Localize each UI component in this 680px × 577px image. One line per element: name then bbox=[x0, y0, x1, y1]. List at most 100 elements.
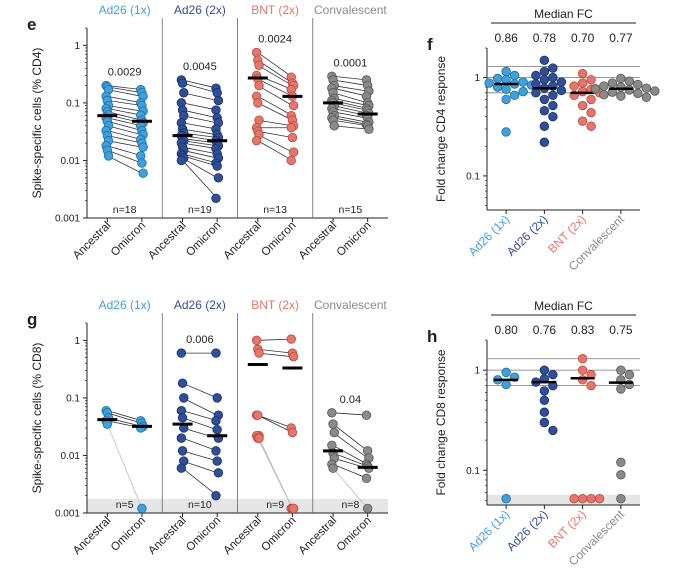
pair-line bbox=[182, 146, 218, 155]
fold-change-point bbox=[539, 395, 550, 405]
fold-change-point bbox=[586, 121, 596, 131]
pair-line bbox=[107, 117, 143, 127]
pair-line bbox=[107, 155, 143, 174]
panel-letter-e: e bbox=[27, 15, 36, 34]
pair-line bbox=[182, 92, 218, 101]
pair-line bbox=[107, 135, 143, 144]
median-fc-value: 0.86 bbox=[494, 31, 518, 45]
panel-letter-g: g bbox=[27, 310, 37, 329]
pair-line bbox=[332, 463, 368, 479]
x-tick-label: Ancestral bbox=[222, 515, 264, 557]
pair-line bbox=[332, 444, 368, 465]
pair-line bbox=[107, 108, 143, 116]
fold-change-point bbox=[518, 86, 528, 97]
fold-change-point bbox=[624, 76, 635, 86]
fold-change-point bbox=[633, 79, 643, 90]
n-label: n=13 bbox=[263, 204, 287, 216]
ancestral-point bbox=[254, 348, 264, 358]
fold-change-point bbox=[539, 407, 550, 417]
pair-line bbox=[257, 102, 293, 121]
fold-change-point bbox=[548, 100, 558, 111]
group-title: Convalescent bbox=[314, 3, 387, 17]
fold-change-point bbox=[633, 88, 643, 99]
pair-line bbox=[332, 115, 368, 123]
pair-line bbox=[107, 145, 143, 157]
median-fc-header: Median FC bbox=[534, 7, 593, 21]
pair-line bbox=[332, 97, 368, 106]
pair-line bbox=[106, 423, 143, 509]
y-tick-label: 0.01 bbox=[61, 156, 81, 167]
ancestral-point bbox=[253, 98, 263, 108]
pair-line bbox=[182, 79, 218, 89]
fold-change-point bbox=[569, 494, 579, 504]
pair-line bbox=[257, 348, 293, 354]
pair-line bbox=[182, 417, 218, 431]
x-tick-label: Omicron bbox=[259, 220, 298, 259]
fold-change-point bbox=[501, 94, 511, 105]
y-axis-label: Fold change CD4 response bbox=[434, 56, 448, 202]
fold-change-point bbox=[539, 365, 550, 375]
omicron-point bbox=[211, 348, 221, 358]
fold-change-point bbox=[599, 81, 609, 91]
pair-line bbox=[182, 410, 218, 422]
ancestral-point bbox=[176, 155, 187, 166]
fold-change-point bbox=[501, 367, 511, 378]
fold-change-point bbox=[616, 365, 626, 375]
median-fc-value: 0.70 bbox=[571, 31, 595, 45]
p-value: 0.006 bbox=[186, 334, 214, 346]
fold-change-point bbox=[548, 425, 558, 436]
pair-line bbox=[332, 117, 368, 125]
x-tick-label: Ancestral bbox=[71, 515, 113, 557]
pair-line bbox=[107, 130, 143, 141]
omicron-point bbox=[138, 142, 148, 152]
ancestral-point bbox=[329, 427, 339, 438]
fold-change-point bbox=[539, 137, 550, 147]
ancestral-point bbox=[254, 433, 264, 443]
pair-line bbox=[257, 78, 293, 97]
median-fc-value: 0.77 bbox=[609, 31, 633, 45]
fold-change-point bbox=[569, 81, 579, 91]
p-value: 0.04 bbox=[340, 394, 361, 406]
omicron-point bbox=[286, 334, 296, 344]
fold-change-point bbox=[484, 78, 494, 88]
x-tick-label: Omicron bbox=[184, 515, 223, 554]
x-tick-label: Ancestral bbox=[146, 220, 188, 262]
pair-line bbox=[332, 432, 368, 459]
n-label: n=5 bbox=[116, 499, 134, 511]
x-tick-label: Ancestral bbox=[297, 515, 339, 557]
pair-line bbox=[107, 89, 143, 97]
omicron-point bbox=[211, 193, 221, 203]
pair-line bbox=[107, 410, 143, 422]
lod-band bbox=[487, 494, 640, 505]
fold-change-point bbox=[539, 417, 550, 428]
y-tick-label: 1 bbox=[74, 336, 80, 347]
pair-line bbox=[182, 102, 218, 111]
pair-line bbox=[182, 128, 218, 136]
n-label: n=19 bbox=[188, 204, 212, 216]
panel-letter-f: f bbox=[427, 35, 433, 54]
fold-change-point bbox=[616, 73, 626, 84]
ancestral-point bbox=[177, 446, 188, 456]
pair-line bbox=[182, 138, 218, 144]
ancestral-point bbox=[103, 151, 114, 161]
pair-line bbox=[182, 115, 218, 124]
omicron-point bbox=[288, 147, 299, 157]
omicron-point bbox=[361, 473, 372, 484]
ancestral-point bbox=[254, 80, 264, 91]
ancestral-point bbox=[328, 419, 338, 429]
omicron-point bbox=[212, 161, 222, 171]
n-label: n=18 bbox=[113, 204, 137, 216]
omicron-point bbox=[211, 446, 221, 456]
fold-change-point bbox=[501, 127, 511, 137]
fold-change-point bbox=[548, 112, 558, 122]
omicron-point bbox=[288, 100, 299, 111]
pair-line bbox=[257, 134, 293, 153]
y-tick-label: 0.1 bbox=[66, 393, 80, 404]
x-tick-label: Ad26 (1x) bbox=[466, 212, 513, 259]
ancestral-point bbox=[327, 408, 337, 418]
ancestral-point bbox=[177, 78, 188, 88]
omicron-point bbox=[288, 351, 299, 362]
fold-change-point bbox=[599, 89, 609, 100]
pair-line bbox=[182, 82, 218, 94]
